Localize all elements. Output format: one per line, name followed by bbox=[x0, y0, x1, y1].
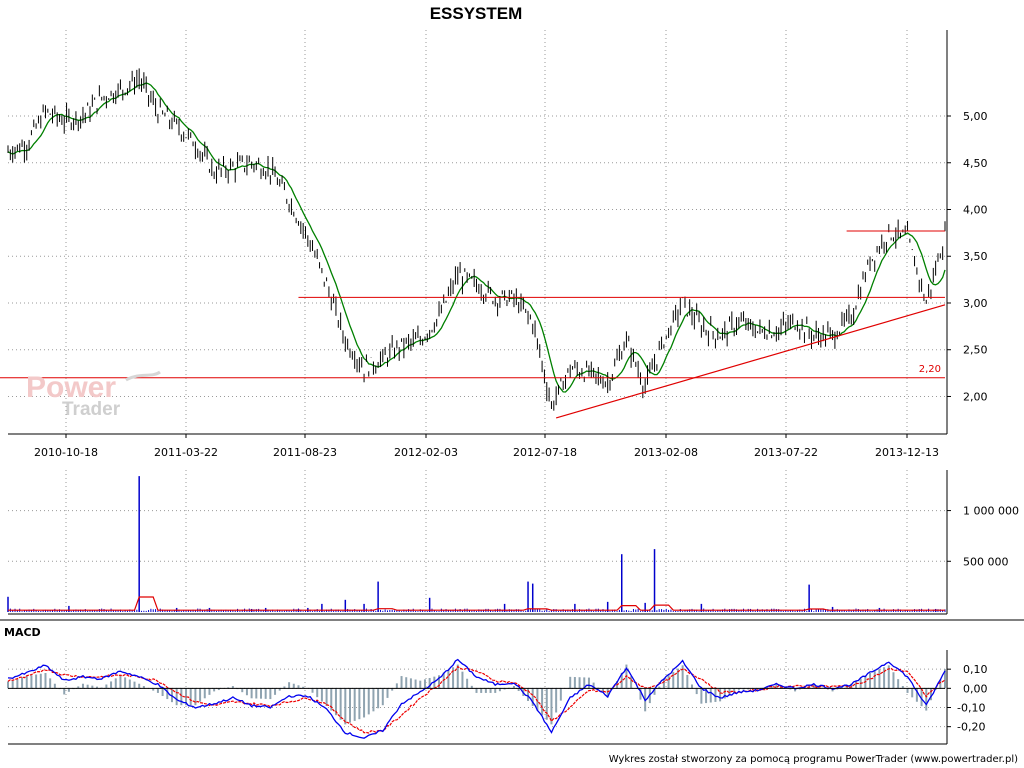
x-tick-label: 2013-12-13 bbox=[875, 446, 939, 459]
macd-tick-label: -0,10 bbox=[957, 702, 985, 715]
footer-credit: Wykres został stworzony za pomocą progra… bbox=[609, 754, 1018, 765]
price-moving-average bbox=[7, 82, 946, 393]
macd-tick-label: 0,00 bbox=[963, 682, 988, 695]
grid-lines bbox=[8, 30, 945, 742]
price-tick-label: 3,50 bbox=[963, 250, 988, 263]
chart-title: ESSYSTEM bbox=[430, 4, 523, 23]
level-label: 2,20 bbox=[919, 364, 941, 375]
volume-tick-label: 1 000 000 bbox=[963, 505, 1019, 518]
svg-text:Trader: Trader bbox=[62, 399, 121, 420]
macd-tick-label: -0,20 bbox=[957, 721, 985, 734]
trend-line bbox=[555, 304, 946, 419]
powertrader-watermark: Power Trader bbox=[26, 370, 161, 420]
x-tick-label: 2013-07-22 bbox=[754, 446, 818, 459]
macd-tick-label: 0,10 bbox=[963, 663, 988, 676]
x-tick-label: 2012-02-03 bbox=[394, 446, 458, 459]
price-tick-label: 4,50 bbox=[963, 157, 988, 170]
svg-text:Power: Power bbox=[26, 371, 116, 404]
x-tick-label: 2012-07-18 bbox=[513, 446, 577, 459]
price-tick-label: 3,00 bbox=[963, 297, 988, 310]
x-tick-label: 2011-08-23 bbox=[273, 446, 337, 459]
tick-labels: 2010-10-18 2011-03-22 2011-08-23 2012-02-03… bbox=[34, 110, 1019, 734]
price-tick-label: 4,00 bbox=[963, 203, 988, 216]
price-tick-label: 2,50 bbox=[963, 344, 988, 357]
volume-average-line bbox=[8, 596, 945, 611]
volume-tick-label: 500 000 bbox=[963, 555, 1009, 568]
price-tick-label: 2,00 bbox=[963, 390, 988, 403]
horizontal-levels: 2,20 bbox=[0, 230, 946, 419]
volume-series bbox=[7, 476, 946, 612]
x-tick-label: 2013-02-08 bbox=[634, 446, 698, 459]
price-series bbox=[7, 68, 946, 411]
moving-average-line bbox=[7, 82, 946, 393]
macd-series bbox=[7, 658, 946, 739]
axes bbox=[0, 30, 1024, 745]
x-tick-label: 2010-10-18 bbox=[34, 446, 98, 459]
price-tick-label: 5,00 bbox=[963, 110, 988, 123]
x-tick-label: 2011-03-22 bbox=[154, 446, 218, 459]
macd-panel-label: MACD bbox=[4, 626, 41, 639]
